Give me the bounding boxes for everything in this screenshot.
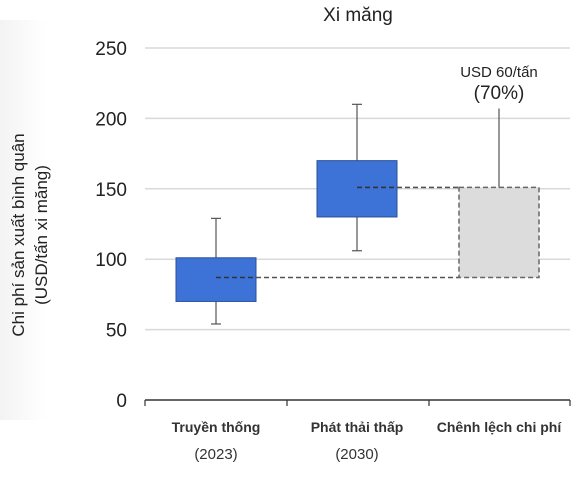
chart-title: Xi măng xyxy=(323,5,393,26)
x-tick-label: Truyền thống xyxy=(172,419,261,435)
x-tick-label: Chênh lệch chi phí xyxy=(437,419,563,435)
x-tick-sublabel: (2023) xyxy=(194,446,237,463)
y-tick-label: 50 xyxy=(106,321,127,342)
y-tick-label: 150 xyxy=(95,180,127,201)
x-tick-label: Phát thải thấp xyxy=(311,419,404,435)
cost-gap-box xyxy=(458,186,540,279)
range-box xyxy=(316,160,398,218)
y-tick-label: 200 xyxy=(95,109,127,130)
x-tick-sublabel: (2030) xyxy=(335,446,378,463)
annotation-line1: USD 60/tấn xyxy=(460,64,538,81)
y-axis-label-line2: (USD/tấn xi măng) xyxy=(32,165,51,305)
y-tick-label: 100 xyxy=(95,250,127,271)
y-tick-label: 250 xyxy=(95,39,127,60)
annotation-line2: (70%) xyxy=(474,83,525,104)
y-tick-label: 0 xyxy=(116,391,127,412)
ylabel-background xyxy=(0,20,46,420)
y-axis-label-line1: Chi phí sản xuất bình quân xyxy=(9,133,28,336)
range-box xyxy=(175,257,257,302)
